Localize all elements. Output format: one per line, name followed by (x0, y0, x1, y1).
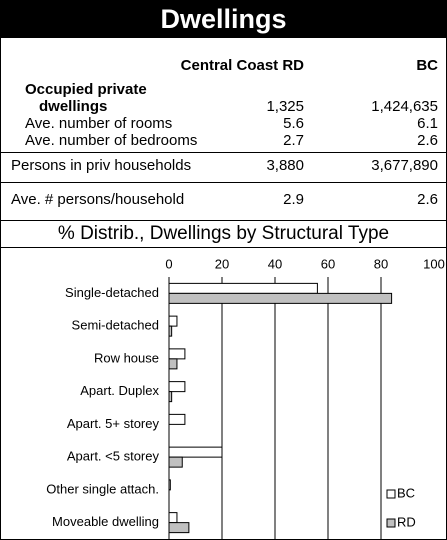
bar (168, 358, 178, 370)
cell: 3,677,890 (371, 157, 438, 174)
cell: 2.9 (283, 191, 304, 208)
x-tick-label: 0 (165, 256, 172, 271)
category-label: Apart. Duplex (80, 383, 159, 398)
category-label: Other single attach. (46, 481, 159, 496)
x-tick-label: 100 (423, 256, 445, 271)
bar (168, 413, 186, 425)
col-header: BC (416, 57, 438, 74)
bar (168, 522, 190, 534)
legend-label: BC (397, 485, 415, 500)
bar (168, 348, 186, 360)
legend-label: RD (397, 514, 416, 529)
category-label: Single-detached (65, 285, 159, 300)
cell: 5.6 (283, 115, 304, 132)
bar (168, 391, 173, 403)
bar (168, 456, 183, 468)
cell: 6.1 (417, 115, 438, 132)
x-tick-label: 20 (215, 256, 229, 271)
separator (1, 182, 446, 183)
x-tick-label: 60 (321, 256, 335, 271)
legend-swatch (386, 518, 396, 528)
bar (168, 282, 318, 294)
bar (168, 292, 393, 304)
category-label: Semi-detached (72, 318, 159, 333)
bar (168, 512, 178, 524)
bar (168, 381, 186, 393)
row-label: Persons in priv households (11, 157, 192, 174)
chart-title: % Distrib., Dwellings by Structural Type (1, 220, 446, 248)
legend-swatch (386, 489, 396, 499)
chart: 0 20 40 60 80 100 Single-detached Semi-detached… (46, 256, 445, 539)
category-label: Apart. 5+ storey (67, 416, 160, 431)
bar (168, 479, 171, 491)
category-label: Apart. <5 storey (67, 449, 160, 464)
category-label: Moveable dwelling (52, 514, 159, 529)
cell: 2.6 (417, 191, 438, 208)
col-header: Central Coast RD (180, 57, 304, 74)
row-label: Ave. number of rooms (25, 115, 173, 132)
row-label: Occupied private dwellings (25, 81, 147, 115)
category-label: Row house (94, 350, 159, 365)
bar (168, 325, 173, 337)
cell: 2.6 (417, 132, 438, 149)
bar (168, 315, 178, 327)
title: Dwellings (1, 1, 446, 38)
bar (168, 446, 223, 458)
x-tick-label: 40 (268, 256, 282, 271)
x-tick-label: 80 (374, 256, 388, 271)
cell: 1,424,635 (371, 98, 438, 115)
cell: 2.7 (283, 132, 304, 149)
cell: 3,880 (266, 157, 304, 174)
row-label: Ave. # persons/household (11, 191, 185, 208)
separator (1, 152, 446, 153)
cell: 1,325 (266, 98, 304, 115)
row-label: Ave. number of bedrooms (25, 132, 198, 149)
